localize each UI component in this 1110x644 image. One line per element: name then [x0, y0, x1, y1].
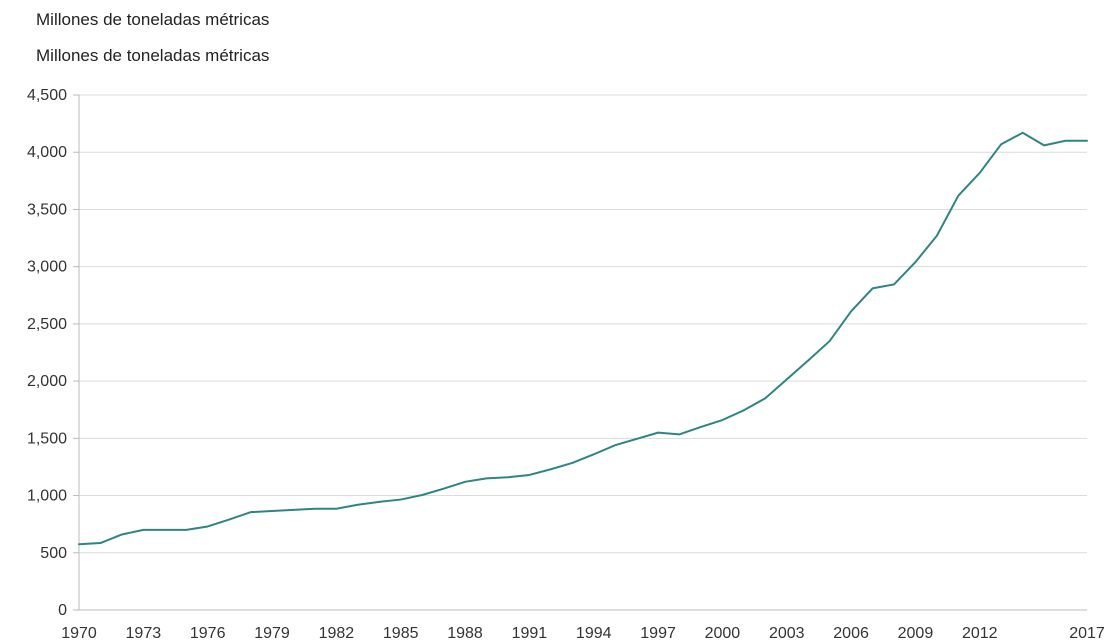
x-tick-label: 2006: [833, 625, 869, 642]
series-layer: [78, 131, 1088, 546]
chart-subtitle: Millones de toneladas métricas: [36, 46, 270, 65]
x-tick-label: 1991: [512, 625, 548, 642]
y-tick-label: 0: [58, 602, 67, 619]
x-tick-label: 1997: [640, 625, 676, 642]
y-tick-label: 2,500: [27, 316, 67, 333]
x-tick-label: 1970: [61, 625, 97, 642]
y-tick-label: 4,000: [27, 144, 67, 161]
y-tick-label: 1,500: [27, 430, 67, 447]
x-tick-label: 2017: [1069, 625, 1105, 642]
x-tick-label: 1982: [319, 625, 355, 642]
x-tick-label: 2009: [898, 625, 934, 642]
gridlines: [79, 94, 1087, 554]
x-tick-label: 1976: [190, 625, 226, 642]
x-tick-label: 2000: [705, 625, 741, 642]
x-tick-label: 1994: [576, 625, 612, 642]
x-axis: 1970 1973 1976 1979 1982 1985 1988 1991 1994 1997…: [61, 609, 1105, 642]
series-line-0: [78, 131, 1088, 546]
x-tick-label: 1973: [126, 625, 162, 642]
y-tick-label: 500: [40, 545, 67, 562]
x-tick-label: 1979: [254, 625, 290, 642]
y-tick-label: 3,500: [27, 201, 67, 218]
y-axis: 0 500 1,000 1,500 2,000 2,500 3,000 3,500 4,000 4…: [27, 87, 80, 619]
x-tick-label: 2003: [769, 625, 805, 642]
y-tick-label: 4,500: [27, 87, 67, 104]
y-tick-label: 1,000: [27, 488, 67, 505]
y-tick-label: 3,000: [27, 259, 67, 276]
x-tick-label: 1985: [383, 625, 419, 642]
chart-title: Millones de toneladas métricas: [36, 10, 270, 29]
x-tick-label: 1988: [447, 625, 483, 642]
x-tick-label: 2012: [962, 625, 998, 642]
y-tick-label: 2,000: [27, 373, 67, 390]
